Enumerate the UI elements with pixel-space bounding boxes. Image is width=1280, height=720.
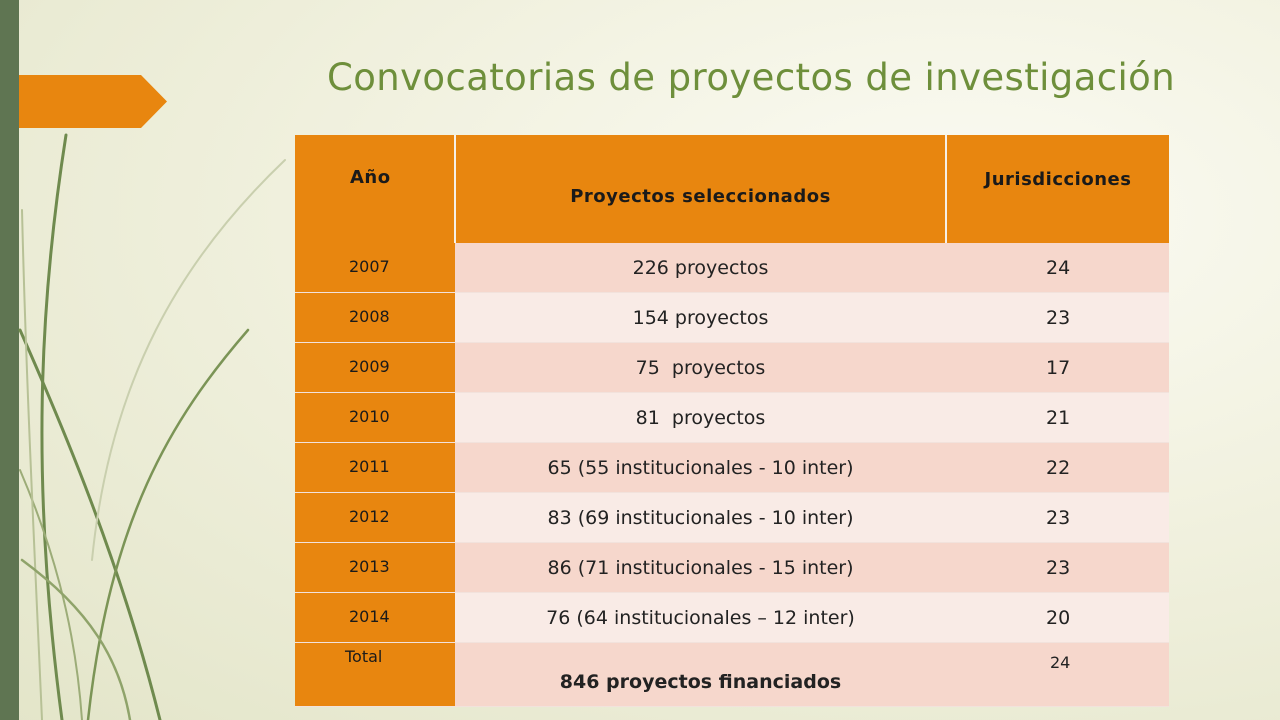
cell-total-label: Total <box>295 642 455 707</box>
cell-year: 2013 <box>295 542 455 593</box>
table-row: 2009 75 proyectos 17 <box>295 342 1169 393</box>
decorative-grass <box>18 133 286 720</box>
cell-projects: 76 (64 institucionales – 12 inter) <box>455 592 946 643</box>
cell-jurisdictions: 23 <box>946 492 1169 543</box>
cell-jurisdictions: 24 <box>946 243 1169 293</box>
cell-jurisdictions: 20 <box>946 592 1169 643</box>
cell-jurisdictions: 23 <box>946 542 1169 593</box>
cell-projects: 226 proyectos <box>455 243 946 293</box>
cell-year: 2008 <box>295 292 455 343</box>
header-year: Año <box>295 135 456 243</box>
cell-year: 2007 <box>295 243 455 293</box>
table-row: 2012 83 (69 institucionales - 10 inter) … <box>295 492 1169 543</box>
cell-jurisdictions: 21 <box>946 392 1169 443</box>
cell-projects: 81 proyectos <box>455 392 946 443</box>
cell-jurisdictions: 22 <box>946 442 1169 493</box>
cell-jurisdictions: 23 <box>946 292 1169 343</box>
header-jurisdictions: Jurisdicciones <box>946 135 1169 243</box>
slide-title: Convocatorias de proyectos de investigac… <box>327 56 1176 99</box>
cell-year: 2014 <box>295 592 455 643</box>
cell-year: 2009 <box>295 342 455 393</box>
projects-table: Año Proyectos seleccionados Jurisdiccion… <box>295 135 1169 707</box>
cell-year: 2012 <box>295 492 455 543</box>
projects-text: 65 (55 institucionales - 10 inter) <box>547 456 854 479</box>
left-accent-bar <box>0 0 19 720</box>
projects-text: 75 proyectos <box>635 356 766 379</box>
projects-text: 76 (64 institucionales – 12 inter) <box>546 606 855 629</box>
orange-arrow-tab <box>19 75 167 128</box>
table-row: 2014 76 (64 institucionales – 12 inter) … <box>295 592 1169 643</box>
cell-projects: 86 (71 institucionales - 15 inter) <box>455 542 946 593</box>
projects-text: 86 (71 institucionales - 15 inter) <box>547 556 854 579</box>
cell-jurisdictions: 17 <box>946 342 1169 393</box>
cell-total-jurisdictions: 24 <box>946 642 1169 707</box>
table-row: 2008 154 proyectos 23 <box>295 292 1169 343</box>
total-projects-text: 846 proyectos financiados <box>559 670 842 693</box>
table-header-row: Año Proyectos seleccionados Jurisdiccion… <box>295 135 1169 243</box>
table-total-row: Total 846 proyectos financiados 24 <box>295 642 1169 707</box>
cell-year: 2010 <box>295 392 455 443</box>
table-row: 2013 86 (71 institucionales - 15 inter) … <box>295 542 1169 593</box>
table-row: 2011 65 (55 institucionales - 10 inter) … <box>295 442 1169 493</box>
cell-projects: 75 proyectos <box>455 342 946 393</box>
projects-text: 226 proyectos <box>632 256 769 279</box>
cell-projects: 83 (69 institucionales - 10 inter) <box>455 492 946 543</box>
cell-projects: 154 proyectos <box>455 292 946 343</box>
cell-projects: 65 (55 institucionales - 10 inter) <box>455 442 946 493</box>
table-row: 2010 81 proyectos 21 <box>295 392 1169 443</box>
projects-text: 154 proyectos <box>632 306 769 329</box>
table-row: 2007 226 proyectos 24 <box>295 243 1169 293</box>
header-projects: Proyectos seleccionados <box>455 135 947 243</box>
cell-total-projects: 846 proyectos financiados <box>455 642 946 707</box>
projects-text: 81 proyectos <box>635 406 766 429</box>
projects-text: 83 (69 institucionales - 10 inter) <box>547 506 854 529</box>
cell-year: 2011 <box>295 442 455 493</box>
